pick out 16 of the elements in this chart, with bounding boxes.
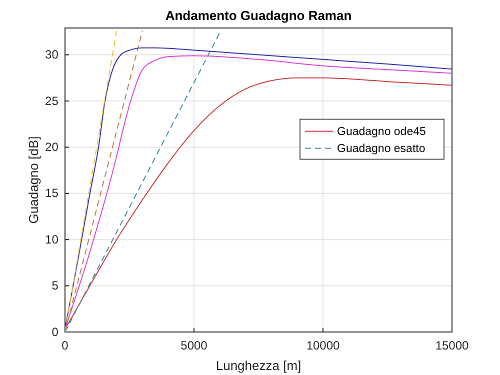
y-tick-label: 25: [45, 94, 59, 108]
y-tick-label: 30: [45, 48, 59, 62]
y-axis-title: Guadagno [dB]: [26, 136, 41, 224]
y-tick-label: 20: [45, 140, 59, 154]
legend-label: Guadagno esatto: [337, 143, 426, 156]
y-tick-label: 10: [45, 232, 59, 246]
y-tick-label: 15: [45, 186, 59, 200]
x-tick-label: 15000: [435, 338, 470, 352]
y-tick-label: 5: [52, 278, 59, 293]
x-tick-label: 0: [62, 338, 69, 352]
y-tick-label: 0: [52, 324, 59, 339]
x-tick-label: 5000: [180, 338, 208, 352]
x-axis-title: Lunghezza [m]: [216, 358, 302, 373]
chart-title: Andamento Guadagno Raman: [165, 8, 352, 23]
x-tick-label: 10000: [306, 338, 340, 352]
legend-label: Guadagno ode45: [337, 126, 426, 138]
